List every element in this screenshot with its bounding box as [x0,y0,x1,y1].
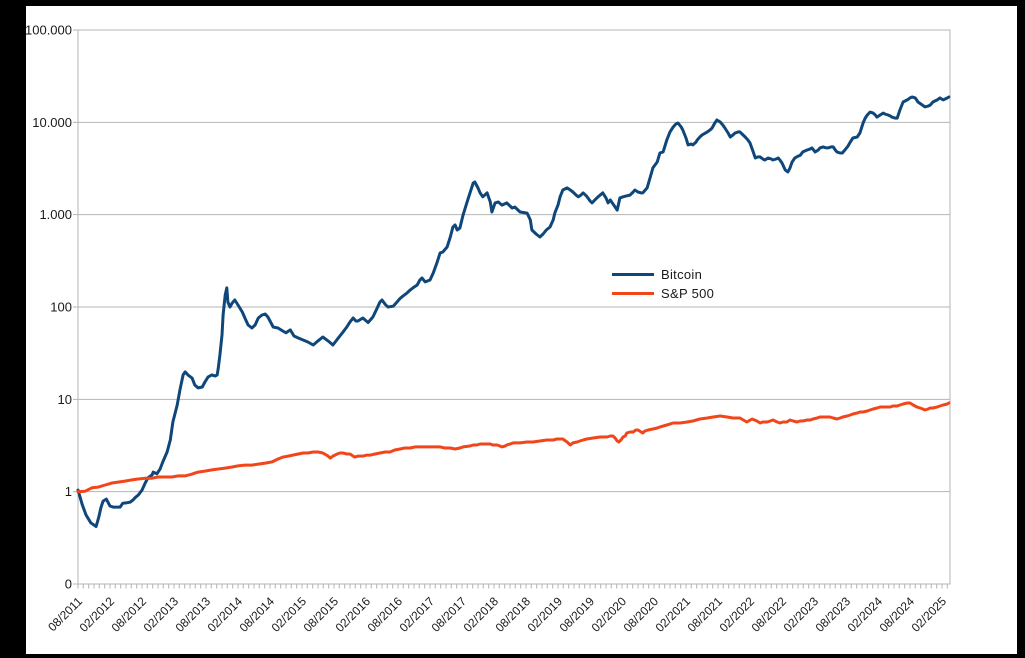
y-axis-label: 10.000 [32,115,72,130]
price-comparison-chart: 100.00010.0001.000100101008/201102/20120… [26,23,951,635]
y-axis-label: 1.000 [39,207,72,222]
y-axis-label: 0 [65,577,72,592]
sp500-line-swatch [612,292,654,295]
y-axis-label: 100.000 [26,23,72,38]
legend-label-bitcoin: Bitcoin [661,267,703,282]
legend-item-bitcoin: Bitcoin [612,265,714,284]
legend-label-sp500: S&P 500 [661,286,715,301]
y-axis-label: 100 [50,300,72,315]
y-axis-label: 1 [65,484,72,499]
bitcoin-line [76,95,951,528]
legend: Bitcoin S&P 500 [612,265,714,303]
sp500-line [76,401,951,494]
x-axis-labels: 08/201102/201208/201202/201308/201302/20… [45,594,949,635]
bitcoin-line-swatch [612,273,654,276]
chart-canvas: 100.000 10.000 1.000 100 10 1 0 08/2011 02/2012 0… [26,6,1017,654]
horizontal-gridlines [73,29,950,585]
plot-border [77,29,951,585]
x-axis-label: 02/2025 [909,594,950,635]
y-axis-label: 10 [58,392,72,407]
x-axis-ticks [77,584,948,589]
legend-item-sp500: S&P 500 [612,284,714,303]
